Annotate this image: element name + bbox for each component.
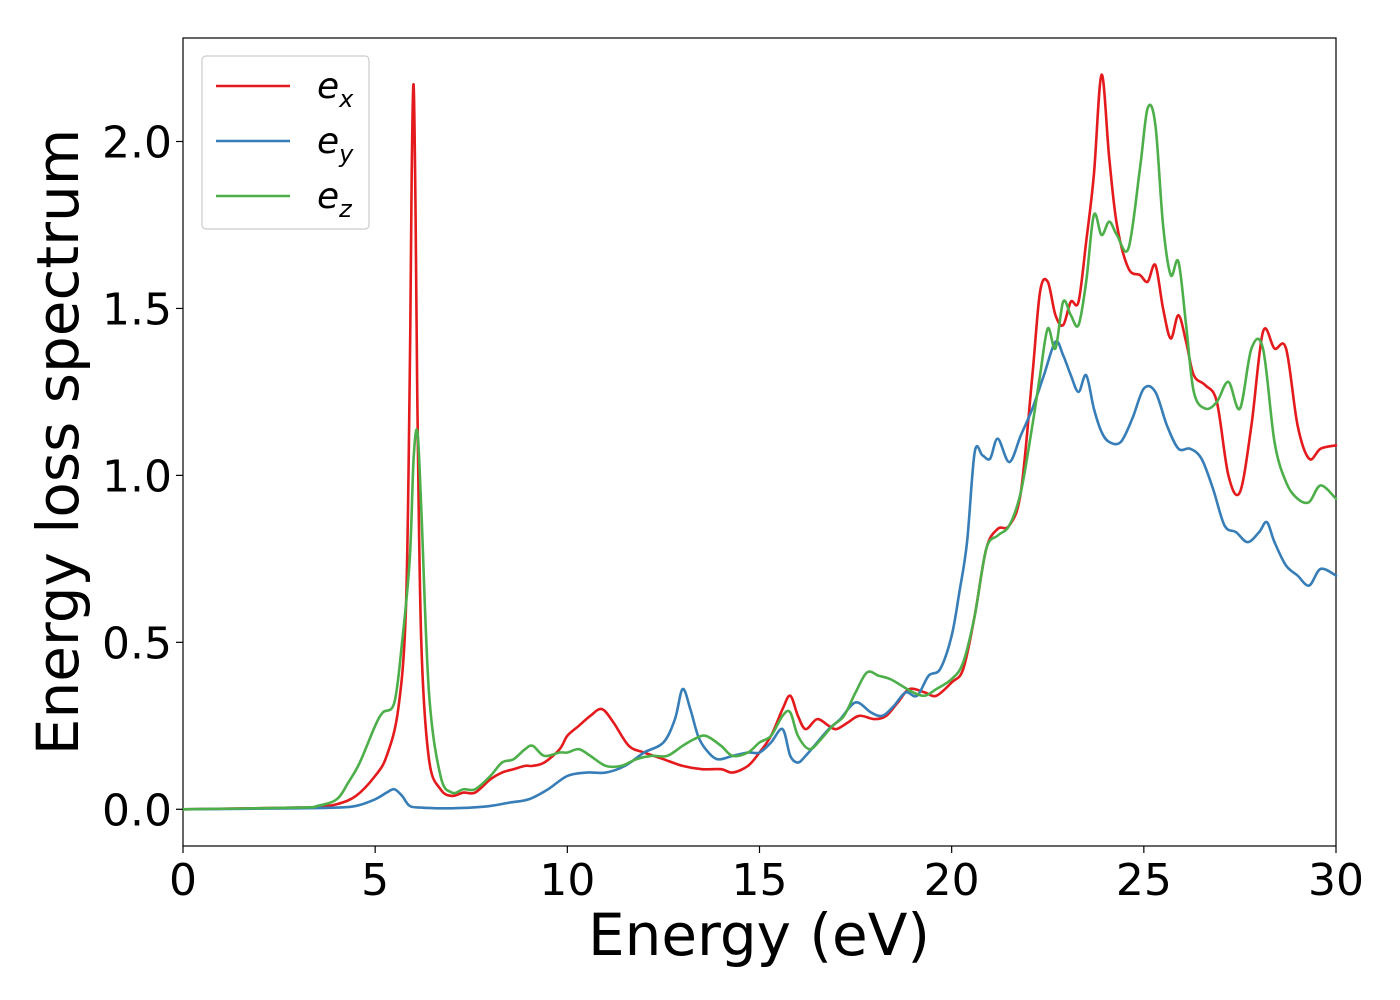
- legend-box: [201, 55, 370, 230]
- x-axis-ticks: 0 5 10 15 20 25 30: [169, 846, 1364, 906]
- x-tick-label: 10: [539, 855, 595, 906]
- legend-label-y: ey: [317, 121, 354, 168]
- y-axis-label: Energy loss spectrum: [24, 129, 92, 755]
- plot-area: [182, 37, 1337, 847]
- y-tick-label: 1.5: [102, 284, 172, 335]
- legend-label-x: ex: [317, 66, 354, 113]
- x-tick-label: 0: [169, 855, 197, 906]
- x-tick-label: 30: [1308, 855, 1364, 906]
- x-tick-label: 20: [924, 855, 980, 906]
- legend: ex ey ez: [201, 55, 370, 230]
- series-layer: [181, 73, 1338, 811]
- y-tick-label: 1.0: [102, 451, 172, 502]
- legend-label-z: ez: [317, 176, 353, 223]
- x-tick-label: 15: [732, 855, 788, 906]
- series-line-y: [181, 339, 1338, 811]
- series-line-x: [181, 73, 1338, 811]
- x-axis-label: Energy (eV): [588, 901, 930, 969]
- y-tick-label: 2.0: [102, 118, 172, 169]
- series-line-z: [181, 103, 1338, 811]
- x-tick-label: 25: [1116, 855, 1172, 906]
- y-tick-label: 0.5: [102, 618, 172, 669]
- x-tick-label: 5: [361, 855, 389, 906]
- y-axis-ticks: 0.0 0.5 1.0 1.5 2.0: [102, 118, 183, 836]
- y-tick-label: 0.0: [102, 785, 172, 836]
